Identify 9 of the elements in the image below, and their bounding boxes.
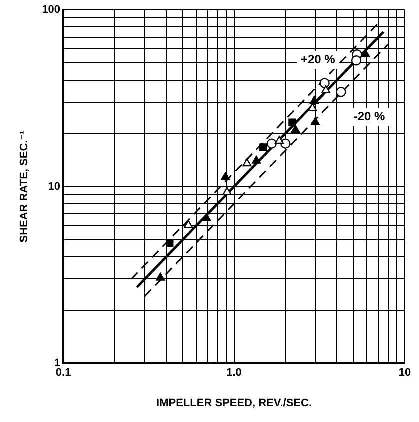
y-tick-label: 100 — [42, 4, 61, 16]
x-tick-label: 1.0 — [226, 367, 242, 380]
annotation: -20 % — [354, 109, 386, 124]
y-tick-label: 10 — [48, 180, 61, 193]
x-axis-title: IMPELLER SPEED, REV./SEC. — [156, 397, 312, 410]
x-tick-label: 0.1 — [56, 367, 72, 380]
annotation: +20 % — [300, 52, 336, 67]
x-tick-label: 10 — [398, 367, 412, 380]
y-axis-title: SHEAR RATE, SEC.⁻¹ — [18, 130, 31, 243]
